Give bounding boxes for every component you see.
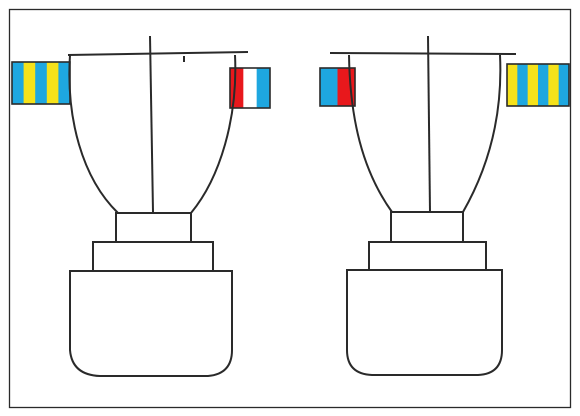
right-base (346, 269, 503, 376)
band-stripe-blue (517, 64, 529, 106)
band-stripe-blue (35, 62, 48, 104)
left-base (69, 270, 233, 377)
band-border (506, 63, 570, 107)
left-assembly-left-band (11, 61, 71, 105)
right-middle-block (368, 241, 487, 271)
band-stripe-white (243, 68, 258, 108)
band-stripe-yellow (527, 64, 539, 106)
band-stripe-red (230, 68, 244, 108)
band-border (229, 67, 271, 109)
band-stripe-blue (58, 62, 71, 104)
left-stem-block (115, 212, 192, 243)
right-assembly (319, 35, 570, 376)
band-stripe-yellow (548, 64, 560, 106)
right-top-bar (329, 52, 517, 55)
band-stripe-blue (256, 68, 271, 108)
right-assembly-right-band (506, 63, 570, 107)
band-stripe-yellow (46, 62, 59, 104)
right-shaft (427, 35, 431, 213)
right-cup (348, 54, 502, 213)
left-shaft (149, 35, 154, 213)
band-stripe-blue (558, 64, 570, 106)
band-stripe-blue (12, 62, 24, 104)
band-stripe-yellow (23, 62, 36, 104)
band-stripe-yellow (507, 64, 518, 106)
outer-frame (8, 8, 572, 409)
right-stem-block (390, 211, 464, 243)
band-stripe-blue (320, 68, 338, 106)
band-stripe-blue (538, 64, 549, 106)
band-border (319, 67, 356, 107)
left-middle-block (92, 241, 214, 272)
left-top-bar (67, 51, 249, 56)
left-assembly (11, 35, 271, 377)
